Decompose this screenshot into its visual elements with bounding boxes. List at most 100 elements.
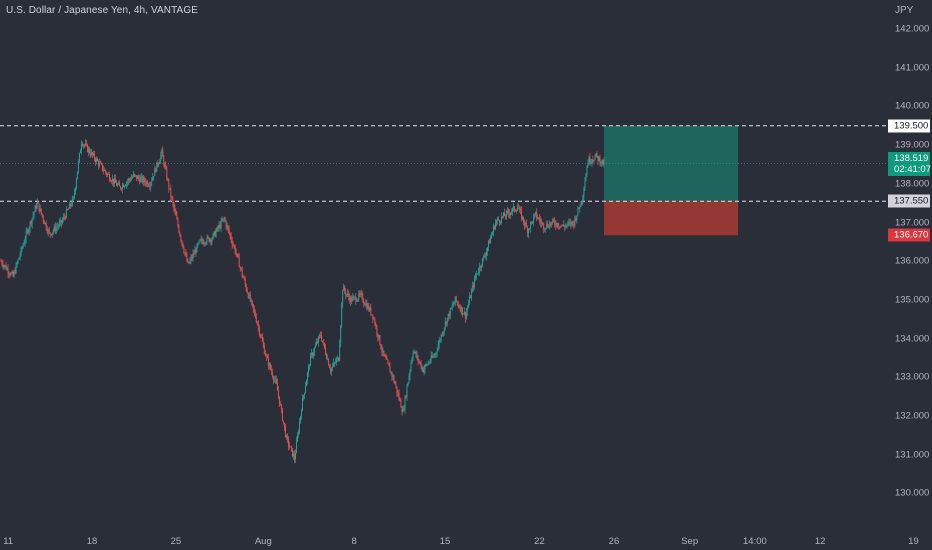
candle-down <box>532 221 534 223</box>
candle-down <box>166 168 168 180</box>
candle-up <box>452 304 454 306</box>
candle-up <box>545 228 547 230</box>
candle-down <box>505 216 506 217</box>
candle-down <box>599 157 601 164</box>
candle-up <box>433 355 435 357</box>
candle-up <box>406 386 408 398</box>
candle-down <box>181 240 183 243</box>
candle-down <box>537 217 539 219</box>
candle-up <box>133 174 135 177</box>
time-tick-label: 11 <box>3 536 14 547</box>
candle-up <box>200 239 202 240</box>
candle-up <box>449 308 451 317</box>
candle-down <box>540 220 542 224</box>
candle-up <box>541 222 543 224</box>
candle-up <box>93 153 94 155</box>
candle-up <box>470 290 472 299</box>
candle-down <box>214 231 216 237</box>
candle-down <box>272 376 274 381</box>
candle-up <box>369 307 371 311</box>
candle-up <box>358 293 360 300</box>
candle-up <box>16 263 18 265</box>
candle-down <box>27 230 29 233</box>
candle-up <box>591 160 593 163</box>
candle-down <box>386 359 388 361</box>
candle-down <box>326 354 328 359</box>
candle-up <box>531 221 533 223</box>
candle-down <box>553 219 555 221</box>
candle-up <box>306 380 307 387</box>
bar-countdown: 02:41:07 <box>894 163 931 175</box>
candle-down <box>557 223 559 227</box>
candle-up <box>552 219 554 223</box>
candle-down <box>264 353 266 356</box>
candle-down <box>95 159 96 162</box>
candle-up <box>143 178 145 183</box>
candle-down <box>284 427 286 437</box>
candle-up <box>582 195 584 202</box>
candle-up <box>339 343 341 361</box>
candle-down <box>328 358 330 366</box>
candle-up <box>150 182 152 188</box>
candle-down <box>539 218 541 221</box>
candle-down <box>472 285 474 288</box>
candle-up <box>127 181 129 183</box>
candle-up <box>346 294 348 296</box>
candle-up <box>104 170 105 171</box>
candle-down <box>232 244 234 246</box>
candle-down <box>361 293 363 295</box>
candle-up <box>216 226 218 231</box>
candle-down <box>134 174 136 175</box>
candle-down <box>381 348 383 352</box>
candle-up <box>522 216 524 219</box>
candle-up <box>332 366 334 369</box>
candle-down <box>193 253 195 255</box>
candle-up <box>534 213 536 217</box>
candle-down <box>550 223 552 225</box>
candle-down <box>85 143 87 145</box>
horizontal-lines <box>0 125 888 202</box>
candle-down <box>64 217 66 218</box>
candle-down <box>100 162 101 164</box>
candle-up <box>360 293 362 295</box>
candle-up <box>565 225 567 228</box>
candle-up <box>55 227 57 231</box>
candle-down <box>246 290 248 294</box>
candle-down <box>38 203 40 212</box>
candle-down <box>385 356 387 360</box>
price-tick-label: 130.000 <box>895 487 930 499</box>
candle-up <box>438 340 440 346</box>
candle-down <box>280 404 282 409</box>
candle-up <box>411 358 413 364</box>
candle-up <box>159 160 161 164</box>
candle-up <box>495 222 496 229</box>
candle-up <box>318 336 320 343</box>
price-tick-label: 138.000 <box>895 178 930 190</box>
candle-down <box>230 235 232 241</box>
candle-up <box>76 171 78 180</box>
candle-up <box>32 215 34 219</box>
candle-up <box>423 368 425 373</box>
candle-down <box>5 265 7 270</box>
candle-down <box>191 257 193 259</box>
candle-up <box>52 230 54 233</box>
candle-up <box>80 143 82 151</box>
candle-up <box>298 432 299 436</box>
candle-up <box>451 305 453 309</box>
candle-up <box>161 149 163 155</box>
candle-up <box>551 222 553 225</box>
candle-down <box>251 300 253 304</box>
candle-up <box>501 216 502 222</box>
candle-up <box>471 285 473 291</box>
candle-down <box>234 246 236 253</box>
candle-up <box>343 286 345 291</box>
candle-down <box>502 216 503 218</box>
candle-up <box>114 178 116 184</box>
candle-up <box>303 395 304 398</box>
candle-up <box>296 441 297 453</box>
candle-up <box>107 173 108 175</box>
candle-down <box>330 368 332 372</box>
candle-down <box>110 180 111 182</box>
